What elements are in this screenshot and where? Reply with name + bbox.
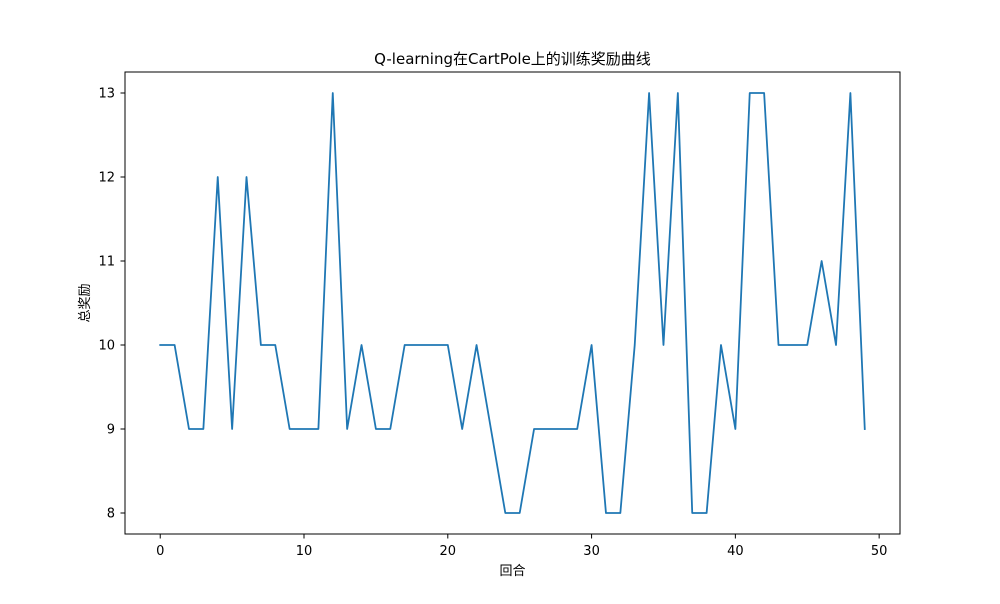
- y-axis: 8 9 10 11 12 13: [98, 87, 125, 522]
- x-tick-label: 30: [583, 544, 600, 559]
- x-tick-label: 20: [440, 544, 457, 559]
- x-tick-label: 50: [871, 544, 888, 559]
- plot-area: [159, 92, 866, 514]
- series-line: [159, 92, 866, 514]
- x-tick-label: 10: [296, 544, 313, 559]
- y-tick-label: 11: [98, 255, 115, 270]
- x-axis-label: 回合: [499, 564, 525, 579]
- x-tick-label: 40: [727, 544, 744, 559]
- axes-frame: [124, 71, 901, 535]
- y-tick-label: 12: [98, 171, 115, 186]
- chart-title: Q-learning在CartPole上的训练奖励曲线: [374, 50, 651, 68]
- y-tick-label: 8: [107, 507, 115, 522]
- x-tick-label: 0: [156, 544, 164, 559]
- y-tick-label: 10: [98, 339, 115, 354]
- x-axis: 0 10 20 30 40 50: [156, 534, 887, 559]
- y-axis-label: 总奖励: [78, 283, 93, 322]
- y-tick-label: 9: [107, 423, 115, 438]
- y-tick-label: 13: [98, 87, 115, 102]
